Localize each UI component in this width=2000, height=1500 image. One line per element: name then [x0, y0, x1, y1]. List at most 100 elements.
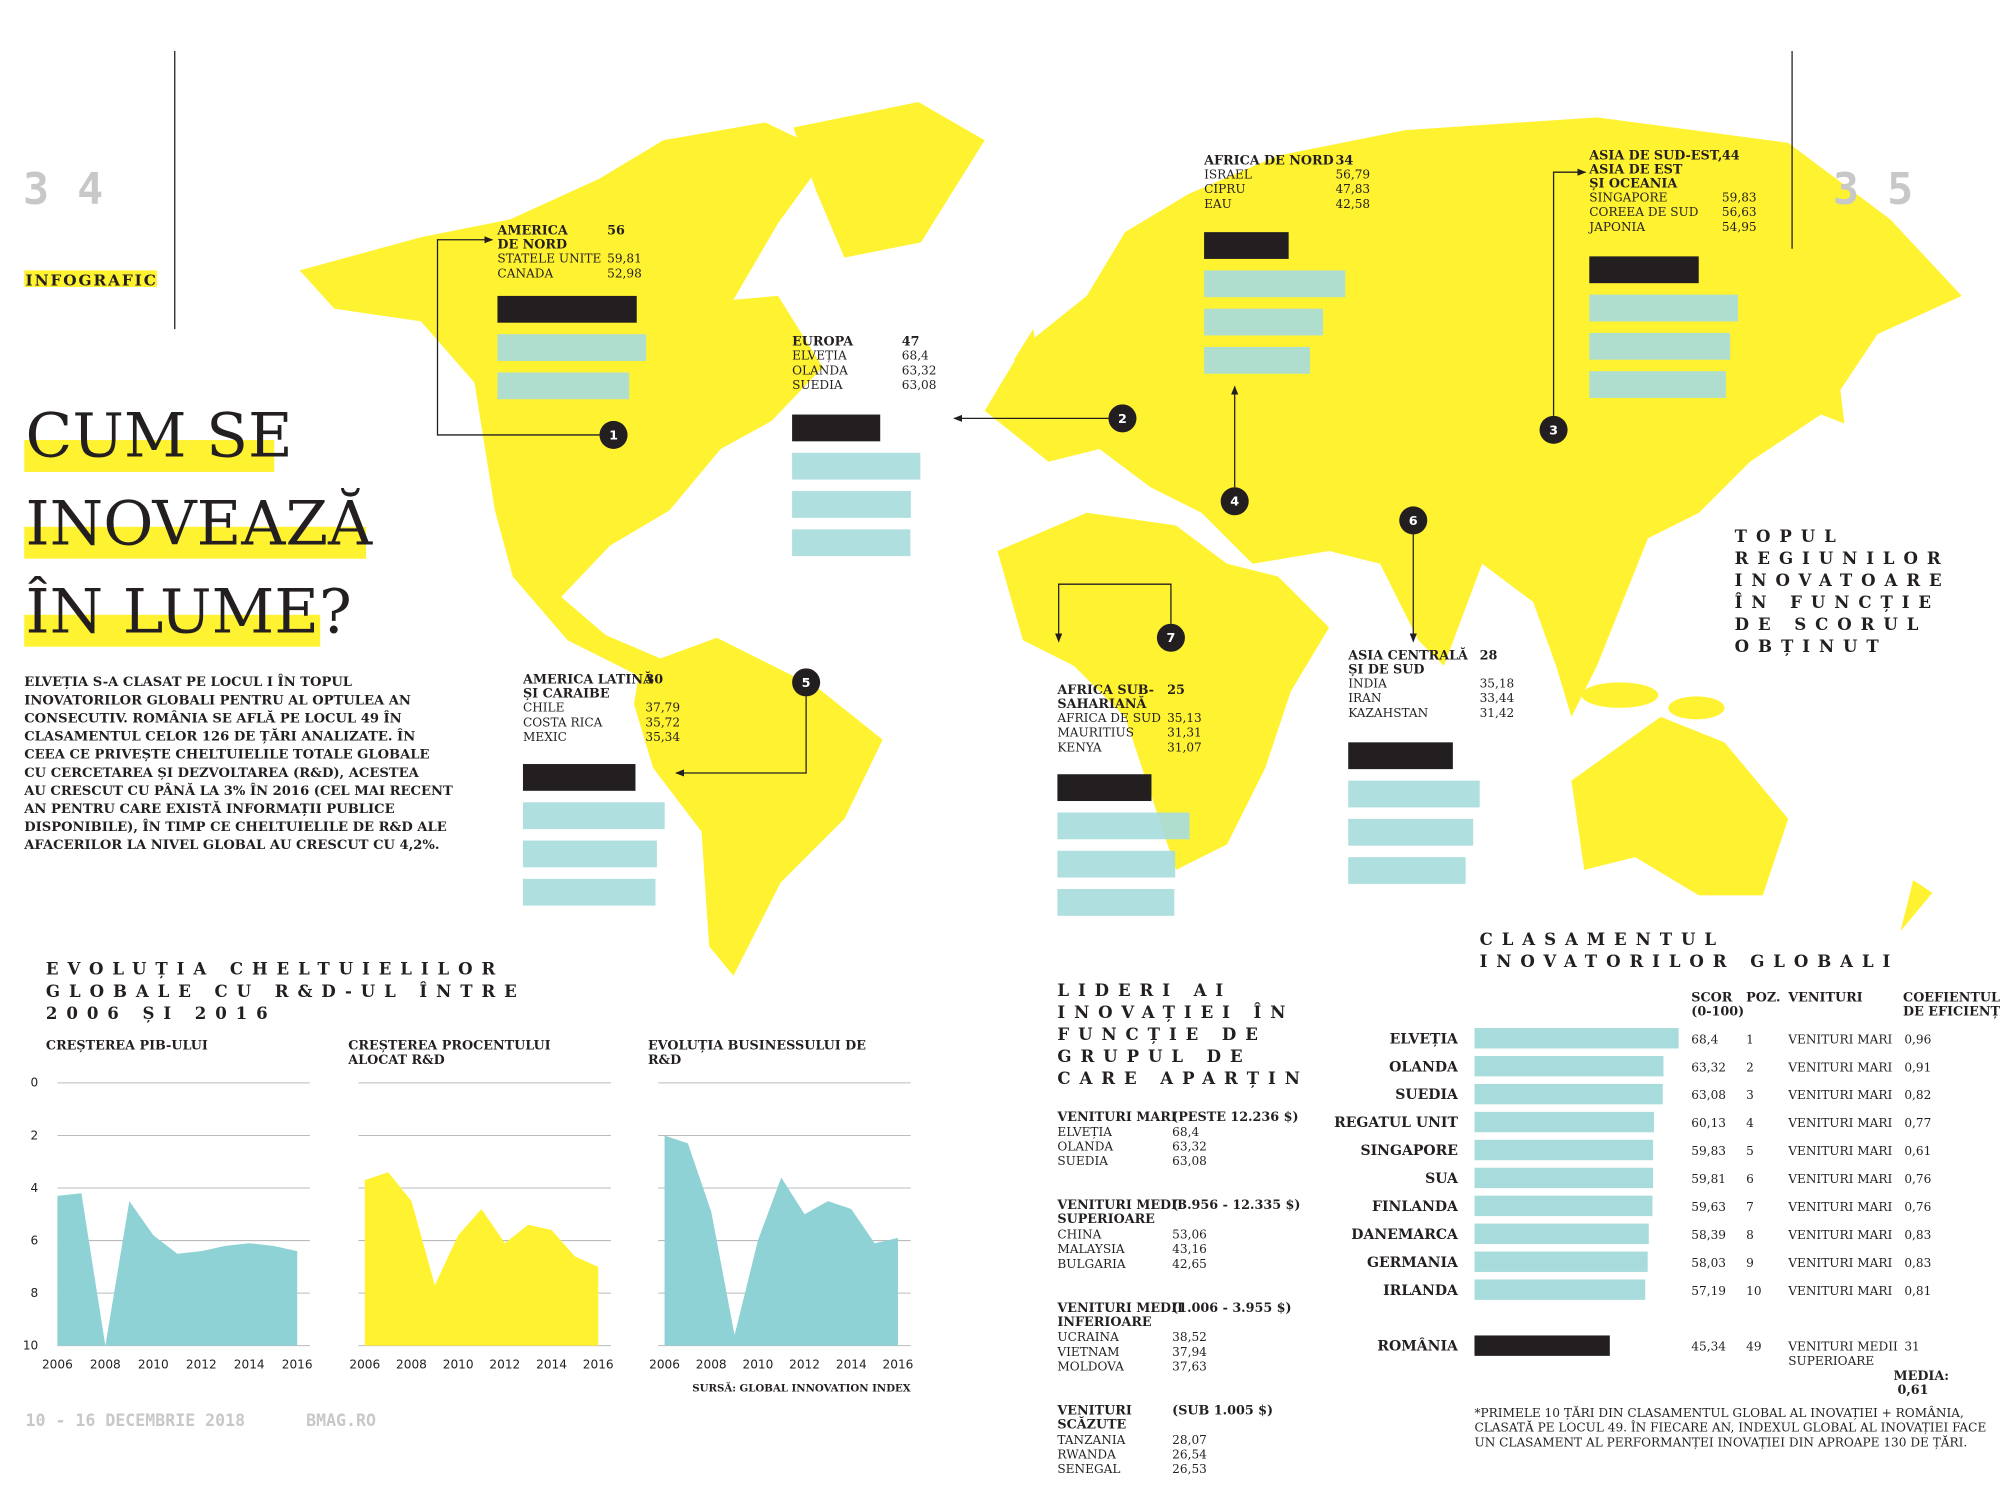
- country-bar: [792, 491, 911, 518]
- x-tick-label: 2012: [489, 1358, 520, 1372]
- country-name: COREEA DE SUD: [1589, 205, 1698, 219]
- country-bar: [1204, 346, 1310, 374]
- arrow: [675, 696, 807, 777]
- x-tick-label: 2006: [649, 1358, 680, 1372]
- rank-bar: [1474, 1223, 1649, 1245]
- region-score: 28: [1480, 648, 1498, 663]
- x-tick-label: 2008: [90, 1358, 121, 1372]
- header: (0-100): [1691, 1004, 1744, 1019]
- rank-revenue: VENITURI MARI: [1787, 1284, 1892, 1298]
- country-bar: [522, 802, 665, 830]
- marker-number: 3: [1549, 423, 1558, 438]
- y-tick-label: 8: [31, 1286, 39, 1300]
- highlight: [24, 614, 321, 647]
- country-score: 31,31: [1167, 726, 1202, 740]
- region-name: ASIA CENTRALĂ: [1347, 646, 1469, 663]
- world-map: [299, 102, 1962, 976]
- group-country: ELVEȚIA: [1057, 1125, 1112, 1139]
- leaders-title: GRUPUL DE: [1057, 1046, 1251, 1066]
- group-value: 37,63: [1172, 1360, 1207, 1374]
- group-title: INFERIOARE: [1057, 1315, 1152, 1330]
- country-bar: [1348, 818, 1474, 846]
- arrow: [436, 236, 600, 436]
- country-name: SINGAPORE: [1589, 191, 1667, 205]
- country-bar: [522, 878, 656, 906]
- rank-bar: [1474, 1279, 1646, 1300]
- country-bar: [1348, 780, 1480, 808]
- group-country: BULGARIA: [1057, 1257, 1125, 1271]
- rank-position: 6: [1746, 1172, 1754, 1186]
- country-name: KENYA: [1057, 740, 1102, 754]
- leaders-title: CARE APARȚIN: [1057, 1068, 1308, 1088]
- region-score: 44: [1722, 148, 1740, 163]
- highlight: [24, 526, 367, 559]
- rank-coef: 0,81: [1904, 1284, 1931, 1298]
- intro-line: CU CERCETAREA ȘI DEZVOLTAREA (R&D), ACES…: [24, 766, 419, 781]
- intro-line: CONSECUTIV. ROMÂNIA SE AFLĂ PE LOCUL 49 …: [24, 709, 401, 726]
- rank-revenue: VENITURI MARI: [1787, 1116, 1892, 1130]
- area: [364, 1172, 599, 1346]
- footer-site: BMAG.RO: [306, 1411, 376, 1430]
- marker-number: 5: [802, 676, 811, 691]
- rank-coef: 0,91: [1904, 1060, 1931, 1074]
- x-tick-label: 2014: [836, 1358, 867, 1372]
- country-bar: [497, 372, 630, 400]
- rank-coef: 0,96: [1904, 1032, 1931, 1046]
- country-score: 35,72: [645, 715, 680, 729]
- x-tick-label: 2016: [282, 1358, 313, 1372]
- rank-bar: [1474, 1028, 1679, 1049]
- rank-position: 8: [1746, 1228, 1754, 1242]
- x-tick-label: 2010: [443, 1358, 474, 1372]
- regions-title: ÎN FUNCȚIE: [1735, 592, 1940, 612]
- x-tick-label: 2008: [696, 1358, 727, 1372]
- highlight: [24, 440, 275, 472]
- rank-country: SINGAPORE: [1360, 1143, 1457, 1159]
- x-tick-label: 2016: [583, 1358, 614, 1372]
- group-value: 53,06: [1172, 1228, 1207, 1242]
- country-bar: [1589, 371, 1726, 398]
- country-name: IRAN: [1348, 691, 1382, 705]
- headline: CUM SE: [26, 401, 293, 472]
- region-bar: [1589, 256, 1699, 284]
- country-score: 63,08: [902, 378, 937, 392]
- rank-revenue: VENITURI MARI: [1787, 1228, 1892, 1242]
- group-title: VENITURI MEDII: [1056, 1301, 1183, 1316]
- rank-score: 58,03: [1691, 1256, 1726, 1270]
- header: POZ.: [1746, 990, 1780, 1005]
- region-name: DE NORD: [497, 238, 567, 253]
- region-score: 47: [902, 335, 920, 350]
- rank-coef: 0,77: [1904, 1116, 1931, 1130]
- country-score: 56,63: [1722, 205, 1757, 219]
- leaders-title: FUNCȚIE DE: [1057, 1024, 1266, 1044]
- rank-position: 9: [1746, 1256, 1754, 1270]
- country-bar: [1348, 857, 1466, 884]
- region-bar: [522, 764, 636, 791]
- region-name: AFRICA SUB-: [1056, 683, 1154, 698]
- group-value: 28,07: [1172, 1433, 1207, 1447]
- rank-revenue: VENITURI MARI: [1787, 1256, 1892, 1270]
- regions-title: TOPUL: [1735, 526, 1845, 546]
- headline: INOVEAZĂ: [26, 487, 374, 560]
- rank-bar: [1474, 1139, 1654, 1161]
- rank-country: ELVEȚIA: [1390, 1031, 1459, 1047]
- rank-score: 57,19: [1691, 1284, 1726, 1298]
- group-range: (SUB 1.005 $): [1172, 1404, 1273, 1419]
- footnote: UN CLASAMENT AL PERFORMANȚEI INOVAȚIEI D…: [1474, 1434, 1967, 1449]
- country-name: CIPRU: [1204, 182, 1246, 196]
- rank-country: IRLANDA: [1383, 1283, 1459, 1299]
- rank-bar: [1474, 1111, 1654, 1133]
- country-score: 37,79: [645, 701, 680, 715]
- rank-position: 49: [1746, 1340, 1761, 1354]
- y-tick-label: 6: [31, 1233, 39, 1247]
- rank-score: 59,81: [1691, 1172, 1726, 1186]
- chart-title: CREȘTEREA PIB-ULUI: [45, 1039, 208, 1054]
- region-name: AFRICA DE NORD: [1203, 154, 1334, 169]
- marker: [1156, 623, 1185, 652]
- x-tick-label: 2006: [42, 1358, 73, 1372]
- chart-title-box: CREȘTEREA PROCENTULUI ALOCAT R&D: [348, 1040, 550, 1068]
- x-tick-label: 2006: [349, 1358, 380, 1372]
- media-label: MEDIA:: [1894, 1369, 1949, 1384]
- highlight: [24, 270, 157, 287]
- country-score: 35,13: [1167, 711, 1202, 725]
- header: VENITURI: [1787, 990, 1862, 1005]
